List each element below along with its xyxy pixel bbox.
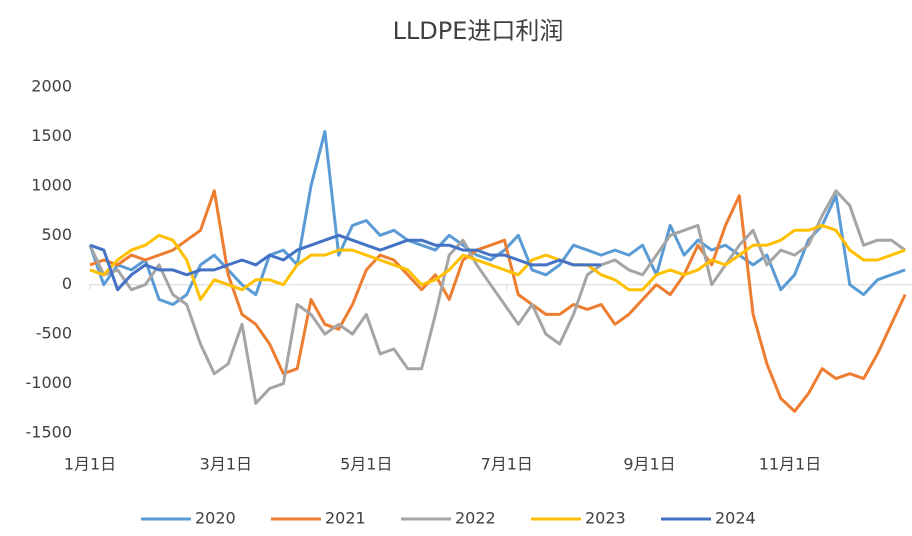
- legend-label: 2020: [195, 509, 236, 528]
- y-tick-label: 500: [41, 225, 72, 244]
- legend-label: 2022: [455, 509, 496, 528]
- y-tick-label: -1500: [26, 423, 73, 442]
- legend-label: 2023: [585, 509, 626, 528]
- chart-title: LLDPE进口利润: [393, 17, 564, 45]
- x-tick-label: 11月1日: [759, 455, 822, 474]
- x-tick-label: 7月1日: [481, 455, 533, 474]
- series-line: [88, 130, 906, 306]
- y-tick-label: -1000: [26, 373, 73, 392]
- legend-label: 2021: [325, 509, 366, 528]
- y-tick-label: 2000: [31, 77, 72, 96]
- series-line: [88, 189, 906, 405]
- y-tick-label: -500: [36, 324, 72, 343]
- legend-label: 2024: [715, 509, 756, 528]
- x-tick-label: 5月1日: [340, 455, 392, 474]
- series-line: [89, 233, 602, 292]
- x-tick-label: 9月1日: [623, 455, 675, 474]
- series-line: [89, 189, 907, 413]
- y-tick-label: 0: [62, 274, 72, 293]
- x-tick-label: 3月1日: [200, 455, 252, 474]
- y-tick-label: 1000: [31, 175, 72, 194]
- y-tick-label: 1500: [31, 126, 72, 145]
- series-line: [89, 223, 906, 301]
- x-tick-label: 1月1日: [64, 455, 116, 474]
